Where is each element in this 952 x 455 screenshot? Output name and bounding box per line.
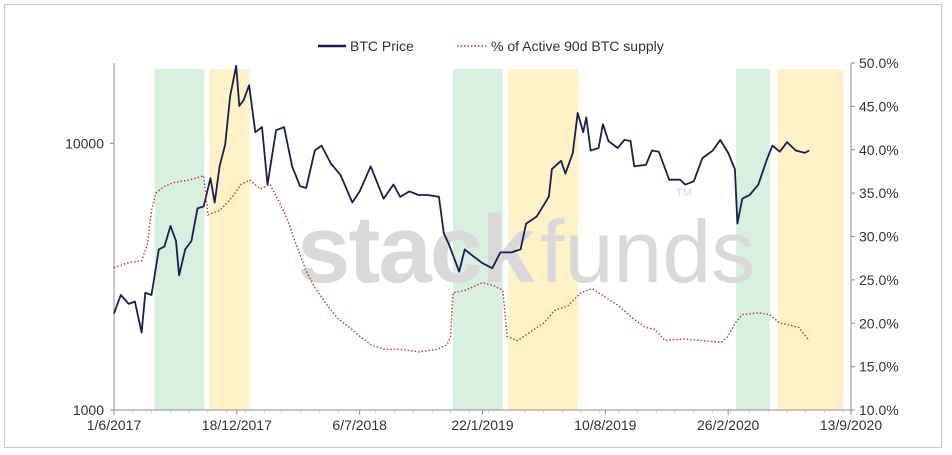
band-green-5 — [736, 69, 770, 410]
series-line-btc-price — [113, 65, 810, 334]
series-line-active-supply — [113, 174, 810, 353]
x-tick-label: 13/9/2020 — [820, 417, 882, 433]
legend-label-btc-price: BTC Price — [350, 38, 414, 54]
y-right-tick-label: 40.0% — [859, 142, 899, 158]
band-green-1 — [154, 69, 205, 410]
band-yellow-2 — [209, 69, 250, 410]
x-tick-label: 1/6/2017 — [87, 417, 142, 433]
chart-frame — [4, 4, 942, 448]
band-yellow-4 — [508, 69, 579, 410]
band-yellow-6 — [777, 69, 844, 410]
band-green-3 — [453, 69, 503, 410]
x-tick-label: 10/8/2019 — [574, 417, 636, 433]
y-left-tick-label: 1000 — [73, 402, 104, 418]
watermark: stack funds TM — [297, 187, 755, 303]
y-right-tick-label: 10.0% — [859, 402, 899, 418]
y-right-tick-label: 15.0% — [859, 359, 899, 375]
legend-label-active-supply: % of Active 90d BTC supply — [491, 38, 664, 54]
watermark-light-text: funds — [540, 202, 755, 301]
watermark-bold-text: stack — [297, 196, 535, 303]
y-right-tick-label: 20.0% — [859, 315, 899, 331]
axes: 1/6/2017 18/12/2017 6/7/2018 22/1/2019 10/8/… — [65, 55, 899, 433]
y-right-tick-label: 30.0% — [859, 229, 899, 245]
x-tick-label: 6/7/2018 — [332, 417, 387, 433]
shaded-bands — [154, 69, 844, 410]
y-right-tick-label: 45.0% — [859, 98, 899, 114]
y-right-tick-label: 25.0% — [859, 272, 899, 288]
watermark-trademark: TM — [676, 187, 692, 199]
x-tick-label: 22/1/2019 — [451, 417, 513, 433]
series-layer — [113, 65, 810, 353]
y-right-tick-label: 50.0% — [859, 55, 899, 71]
y-right-tick-label: 35.0% — [859, 185, 899, 201]
x-tick-label: 18/12/2017 — [202, 417, 272, 433]
x-tick-label: 26/2/2020 — [697, 417, 759, 433]
legend: BTC Price % of Active 90d BTC supply — [318, 38, 664, 54]
y-left-tick-label: 10000 — [65, 135, 104, 151]
